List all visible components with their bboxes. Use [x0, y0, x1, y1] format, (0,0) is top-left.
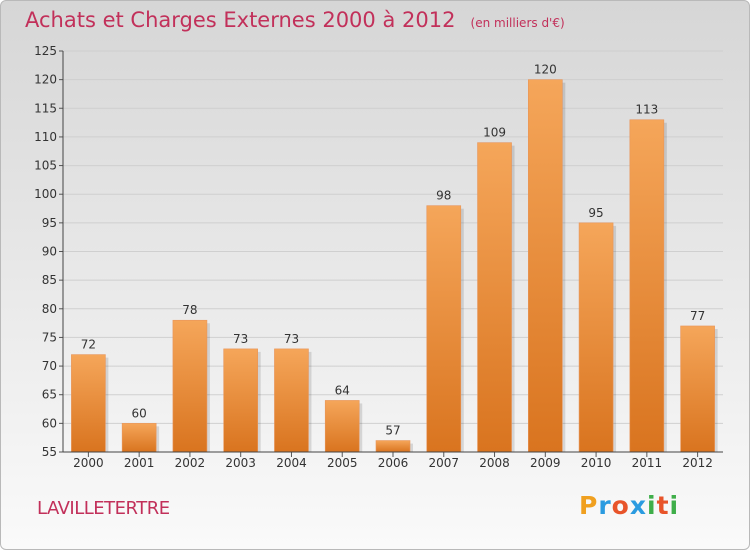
data-label: 78: [182, 303, 197, 317]
y-tick-label: 110: [34, 130, 57, 144]
x-tick-label: 2002: [175, 456, 206, 470]
data-label: 77: [690, 309, 705, 323]
logo-letter: t: [656, 491, 670, 520]
bar: [680, 325, 715, 453]
chart-title-text: Achats et Charges Externes 2000 à 2012: [25, 8, 456, 32]
y-tick-label: 75: [42, 330, 57, 344]
bar: [223, 348, 258, 453]
y-tick-label: 115: [34, 101, 57, 115]
y-tick-label: 65: [42, 388, 57, 402]
x-tick-label: 2004: [276, 456, 307, 470]
y-tick-label: 85: [42, 273, 57, 287]
x-tick-label: 2012: [682, 456, 713, 470]
bar: [71, 354, 106, 453]
y-tick-label: 100: [34, 187, 57, 201]
x-tick-label: 2000: [73, 456, 104, 470]
x-tick-label: 2007: [428, 456, 459, 470]
y-tick-label: 95: [42, 216, 57, 230]
chart-unit-label: (en milliers d'€): [470, 16, 565, 30]
data-label: 72: [81, 338, 96, 352]
bar: [172, 319, 208, 453]
chart-title: Achats et Charges Externes 2000 à 2012 (…: [25, 8, 565, 32]
x-tick-label: 2005: [327, 456, 358, 470]
y-tick-label: 90: [42, 245, 57, 259]
logo-letter: x: [629, 491, 647, 520]
x-tick-label: 2010: [581, 456, 612, 470]
data-label: 113: [635, 103, 658, 117]
bar: [274, 348, 309, 453]
logo-letter: P: [579, 491, 599, 520]
bar: [629, 119, 665, 453]
bar: [426, 205, 462, 453]
bar: [375, 440, 411, 453]
data-label: 109: [483, 126, 506, 140]
y-tick-label: 80: [42, 302, 57, 316]
logo-letter: i: [647, 491, 657, 520]
bar: [324, 400, 360, 453]
logo-letter: r: [598, 491, 612, 520]
y-tick-label: 55: [42, 445, 57, 459]
y-tick-label: 70: [42, 359, 57, 373]
data-label: 95: [588, 206, 603, 220]
x-tick-label: 2003: [225, 456, 256, 470]
bar: [477, 142, 512, 453]
x-tick-label: 2011: [632, 456, 663, 470]
data-label: 64: [335, 383, 350, 397]
commune-name: LAVILLETERTRE: [37, 498, 170, 519]
data-label: 98: [436, 189, 451, 203]
bar: [121, 423, 157, 453]
x-tick-label: 2006: [378, 456, 409, 470]
y-tick-label: 105: [34, 159, 57, 173]
x-tick-label: 2001: [124, 456, 155, 470]
bars: 72 60 78 73 73 64 57 98 109 120 95 113 77: [71, 63, 718, 453]
data-label: 57: [385, 424, 400, 438]
data-label: 120: [534, 63, 557, 77]
data-label: 60: [132, 406, 147, 420]
data-label: 73: [284, 332, 299, 346]
data-label: 73: [233, 332, 248, 346]
x-tick-label: 2008: [479, 456, 510, 470]
grid-lines: [63, 50, 723, 453]
axes: 55 60 65 70 75 80 85 90 95 100 105 110 115 120 125 2000…: [34, 44, 723, 470]
bar: [528, 79, 563, 453]
x-tick-label: 2009: [530, 456, 561, 470]
bar: [578, 222, 614, 453]
logo-letter: o: [611, 491, 630, 520]
y-tick-label: 120: [34, 73, 57, 87]
proxiti-logo: Proxiti: [579, 491, 679, 520]
logo-letter: i: [669, 491, 680, 520]
y-tick-label: 125: [34, 44, 57, 58]
y-tick-label: 60: [42, 416, 57, 430]
